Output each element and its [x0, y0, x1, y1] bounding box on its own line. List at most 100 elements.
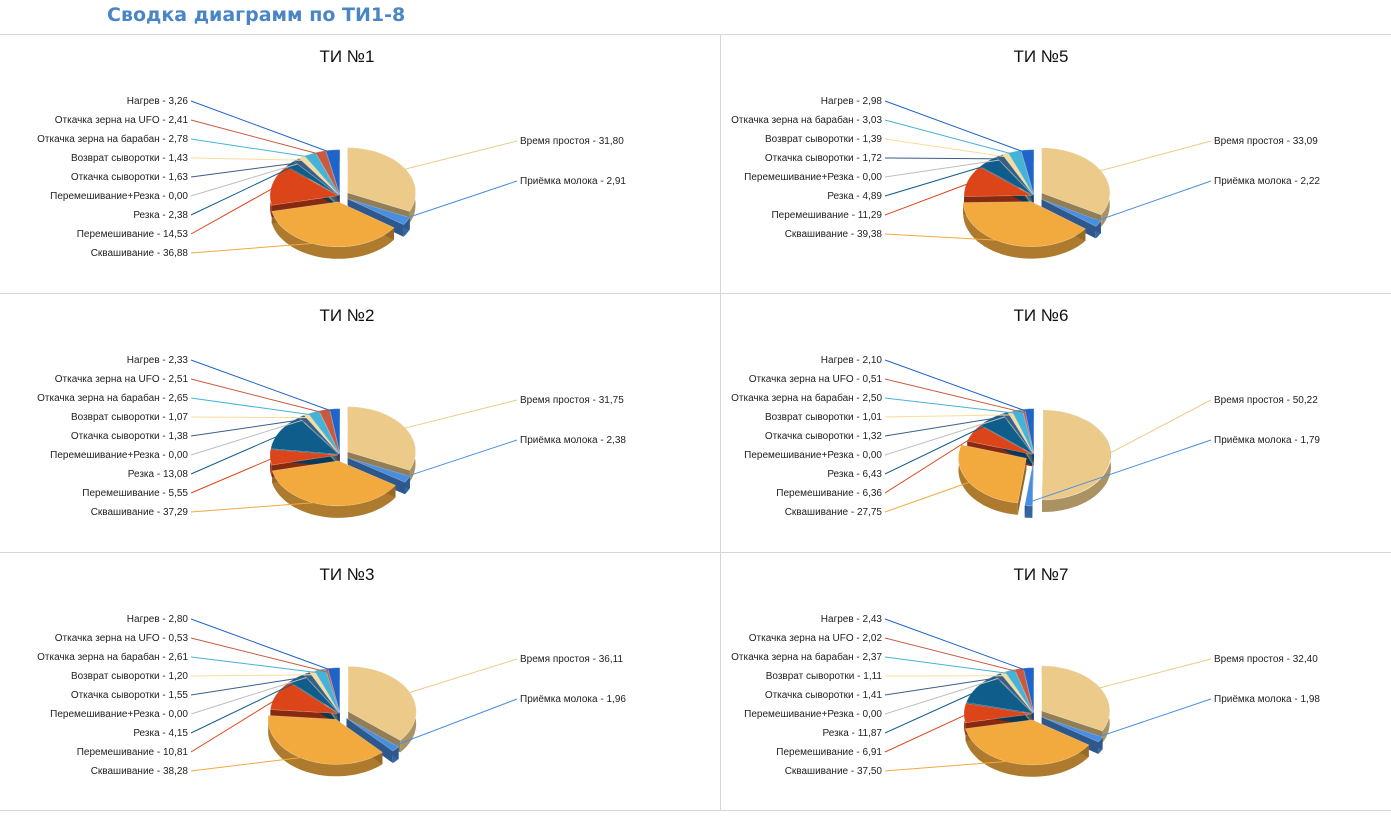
leader-line-нагрев: [884, 359, 1030, 413]
pie-top-layer: [269, 406, 416, 507]
pie-slice-wall-приёмка-молока: [1032, 460, 1034, 518]
data-label-возврат-сыворотки: Возврат сыворотки - 1,01: [765, 412, 882, 423]
leader-line-возврат-сыворотки: [190, 674, 315, 677]
pie-labels: Время простоя - 31,80 Приёмка молока - 2,…: [37, 96, 626, 259]
leader-line-откачка-сыворотки: [884, 415, 1008, 437]
pie-slice-side-сквашивание: [958, 444, 1018, 515]
leader-lines: [884, 359, 1212, 513]
leader-line-нагрев: [884, 100, 1029, 154]
data-label-перемешивание-резка: Перемешивание+Резка - 0,00: [50, 450, 188, 461]
leader-line-откачка-зерна-на-ufo: [190, 119, 323, 156]
leader-line-возврат-сыворотки: [190, 157, 305, 161]
data-label-резка: Резка - 4,89: [827, 191, 882, 202]
leader-line-откачка-зерна-на-ufo: [190, 378, 326, 414]
pie-chart-svg: ТИ №6 Время простоя - 50,22 Приёмка молока…: [731, 306, 1320, 518]
leader-line-резка: [884, 163, 992, 197]
leader-line-сквашивание: [190, 756, 309, 772]
data-label-сквашивание: Сквашивание - 39,38: [785, 229, 883, 240]
data-label-резка: Резка - 13,08: [128, 469, 189, 480]
data-label-сквашивание: Сквашивание - 38,28: [91, 766, 189, 777]
leader-line-время-простоя: [1094, 658, 1212, 690]
data-label-нагрев: Нагрев - 2,43: [821, 614, 883, 625]
data-label-откачка-сыворотки: Откачка сыворотки - 1,41: [765, 690, 883, 701]
leader-line-приёмка-молока: [402, 439, 518, 479]
data-label-откачка-зерна-на-ufo: Откачка зерна на UFO - 0,51: [749, 374, 883, 385]
pie-slice-приёмка-молока: [1024, 460, 1034, 507]
leader-line-откачка-зерна-на-ufo: [884, 378, 1025, 414]
chart-title: ТИ №2: [319, 306, 374, 325]
data-label-нагрев: Нагрев - 2,98: [821, 96, 883, 107]
data-label-перемешивание-резка: Перемешивание+Резка - 0,00: [744, 450, 882, 461]
pie-slice-side-приёмка-молока: [1024, 505, 1033, 518]
leader-line-приёмка-молока: [391, 698, 518, 748]
data-label-откачка-сыворотки: Откачка сыворотки - 1,32: [765, 431, 883, 442]
pie-slice-нагрев: [1023, 667, 1035, 713]
data-label-откачка-зерна-на-барабан: Откачка зерна на барабан - 2,65: [37, 392, 188, 404]
pie-chart-svg: ТИ №2 Время простоя - 31,75 Приёмка молока…: [37, 306, 626, 518]
pie-slice-время-простоя: [1041, 409, 1111, 501]
leader-line-сквашивание: [884, 233, 1012, 242]
leader-line-время-простоя: [404, 658, 518, 695]
leader-line-время-простоя: [1095, 140, 1212, 173]
leader-line-перемешивание: [190, 695, 282, 753]
data-label-нагрев: Нагрев - 3,26: [127, 96, 189, 107]
leader-line-перемешивание-резка: [884, 416, 1006, 456]
leader-line-сквашивание: [884, 480, 974, 513]
leader-line-резка: [190, 165, 295, 216]
chart-panel-ti5: ТИ №5 Время простоя - 33,09 Приёмка молока…: [694, 36, 1388, 292]
pie-slice-side-сквашивание: [965, 728, 1089, 777]
leader-line-возврат-сыворотки: [190, 416, 309, 419]
pie-slice-нагрев: [329, 408, 341, 454]
chart-panel-ti1: ТИ №1 Время простоя - 31,80 Приёмка молока…: [0, 36, 694, 292]
leader-line-резка: [190, 680, 300, 734]
pie-slice-сквашивание: [965, 719, 1090, 766]
pie-slice-время-простоя: [1041, 665, 1110, 732]
data-label-возврат-сыворотки: Возврат сыворотки - 1,07: [71, 412, 188, 423]
data-label-время-простоя: Время простоя - 33,09: [1214, 136, 1318, 147]
data-label-сквашивание: Сквашивание - 27,75: [785, 507, 883, 518]
leader-line-приёмка-молока: [1028, 439, 1212, 503]
leader-line-время-простоя: [399, 399, 518, 430]
data-label-сквашивание: Сквашивание - 37,50: [785, 766, 883, 777]
pie-slice-откачка-сыворотки: [303, 671, 340, 714]
data-label-нагрев: Нагрев - 2,10: [821, 355, 883, 366]
pie-slice-перемешивание: [269, 449, 339, 466]
chart-title: ТИ №3: [319, 565, 374, 584]
leader-line-откачка-сыворотки: [884, 157, 1003, 160]
pie-slice-перемешивание: [963, 703, 1033, 724]
data-label-откачка-зерна-на-барабан: Откачка зерна на барабан - 2,37: [731, 651, 882, 663]
leader-line-откачка-зерна-на-барабан: [190, 138, 313, 158]
chart-panel-ti2: ТИ №2 Время простоя - 31,75 Приёмка молока…: [0, 295, 694, 551]
pie-top-layer: [267, 666, 417, 765]
leader-line-нагрев: [190, 618, 335, 672]
leader-line-перемешивание-резка: [190, 677, 307, 715]
data-label-перемешивание-резка: Перемешивание+Резка - 0,00: [744, 709, 882, 720]
leader-line-возврат-сыворотки: [884, 414, 1012, 418]
pie-slice-время-простоя: [1041, 147, 1111, 216]
data-label-откачка-зерна-на-барабан: Откачка зерна на барабан - 2,50: [731, 392, 882, 404]
pie-slice-перемешивание: [270, 681, 340, 714]
data-label-резка: Резка - 2,38: [133, 210, 188, 221]
chart-panel-ti3: ТИ №3 Время простоя - 36,11 Приёмка молока…: [0, 554, 694, 810]
data-label-приёмка-молока: Приёмка молока - 1,96: [520, 694, 626, 705]
leader-line-перемешивание: [190, 456, 276, 494]
data-label-откачка-зерна-на-ufo: Откачка зерна на UFO - 2,41: [55, 115, 189, 126]
data-label-перемешивание: Перемешивание - 6,36: [776, 488, 882, 499]
data-label-перемешивание-резка: Перемешивание+Резка - 0,00: [50, 709, 188, 720]
data-label-возврат-сыворотки: Возврат сыворотки - 1,20: [71, 671, 188, 682]
leader-line-откачка-зерна-на-барабан: [884, 119, 1017, 156]
leader-lines: [190, 100, 518, 254]
pie-slice-откачка-зерна-на-барабан: [307, 410, 340, 454]
data-label-откачка-сыворотки: Откачка сыворотки - 1,63: [71, 172, 189, 183]
leader-lines: [190, 359, 518, 513]
data-label-время-простоя: Время простоя - 31,80: [520, 136, 624, 147]
leader-line-сквашивание: [884, 759, 1021, 772]
data-label-откачка-сыворотки: Откачка сыворотки - 1,55: [71, 690, 189, 701]
pie-slice-приёмка-молока: [346, 717, 400, 752]
leader-line-время-простоя: [1105, 399, 1212, 456]
leader-line-резка: [884, 421, 995, 475]
leader-line-откачка-зерна-на-барабан: [190, 397, 316, 416]
data-label-перемешивание: Перемешивание - 5,55: [82, 488, 188, 499]
pie-labels: Время простоя - 31,75 Приёмка молока - 2,…: [37, 355, 626, 518]
grid-divider: [0, 293, 1391, 294]
